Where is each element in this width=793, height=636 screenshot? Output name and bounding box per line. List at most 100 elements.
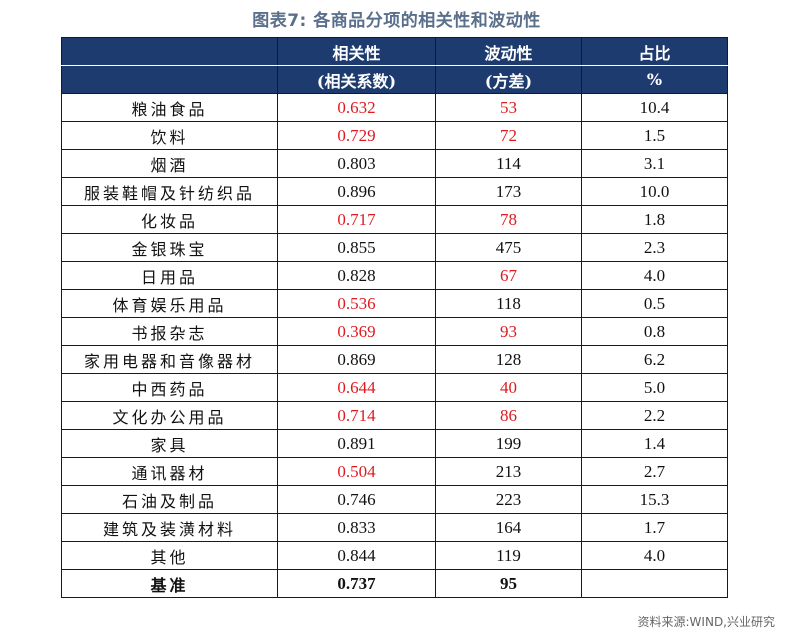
table-row: 粮油食品 0.632 53 10.4 (61, 93, 728, 122)
benchmark-label: 基准 (61, 569, 278, 598)
header-volatility-unit: (方差) (435, 65, 582, 94)
correlation-value: 0.644 (277, 373, 436, 402)
share-value: 0.5 (581, 289, 728, 318)
table-row: 家用电器和音像器材 0.869 128 6.2 (61, 345, 728, 374)
category-name: 中西药品 (61, 373, 278, 402)
share-value: 3.1 (581, 149, 728, 178)
category-name: 体育娱乐用品 (61, 289, 278, 318)
share-value: 0.8 (581, 317, 728, 346)
variance-value: 53 (435, 93, 582, 122)
correlation-value: 0.717 (277, 205, 436, 234)
variance-value: 78 (435, 205, 582, 234)
table-row: 日用品 0.828 67 4.0 (61, 261, 728, 290)
correlation-value: 0.891 (277, 429, 436, 458)
category-name: 书报杂志 (61, 317, 278, 346)
header-share: 占比 (581, 37, 728, 66)
table-row: 服装鞋帽及针纺织品 0.896 173 10.0 (61, 177, 728, 206)
source-note: 资料来源:WIND,兴业研究 (637, 615, 775, 629)
category-name: 金银珠宝 (61, 233, 278, 262)
variance-value: 72 (435, 121, 582, 150)
table-row: 书报杂志 0.369 93 0.8 (61, 317, 728, 346)
header-blank (61, 37, 278, 66)
category-name: 石油及制品 (61, 485, 278, 514)
share-value: 2.3 (581, 233, 728, 262)
category-name: 通讯器材 (61, 457, 278, 486)
variance-value: 475 (435, 233, 582, 262)
correlation-value: 0.746 (277, 485, 436, 514)
variance-value: 128 (435, 345, 582, 374)
correlation-value: 0.803 (277, 149, 436, 178)
header-row-1: 相关性 波动性 占比 (61, 37, 728, 66)
correlation-value: 0.714 (277, 401, 436, 430)
correlation-value: 0.632 (277, 93, 436, 122)
category-name: 服装鞋帽及针纺织品 (61, 177, 278, 206)
share-value: 4.0 (581, 261, 728, 290)
category-name: 粮油食品 (61, 93, 278, 122)
header-blank-2 (61, 65, 278, 94)
category-name: 其他 (61, 541, 278, 570)
share-value: 6.2 (581, 345, 728, 374)
table-row: 通讯器材 0.504 213 2.7 (61, 457, 728, 486)
share-value: 2.7 (581, 457, 728, 486)
header-volatility: 波动性 (435, 37, 582, 66)
correlation-value: 0.536 (277, 289, 436, 318)
correlation-value: 0.369 (277, 317, 436, 346)
share-value: 1.7 (581, 513, 728, 542)
correlation-value: 0.504 (277, 457, 436, 486)
benchmark-variance: 95 (435, 569, 582, 598)
table-row: 饮料 0.729 72 1.5 (61, 121, 728, 150)
variance-value: 199 (435, 429, 582, 458)
category-name: 建筑及装潢材料 (61, 513, 278, 542)
benchmark-share (581, 569, 728, 598)
category-name: 烟酒 (61, 149, 278, 178)
benchmark-correlation: 0.737 (277, 569, 436, 598)
table-row: 中西药品 0.644 40 5.0 (61, 373, 728, 402)
header-correlation: 相关性 (277, 37, 436, 66)
variance-value: 173 (435, 177, 582, 206)
variance-value: 118 (435, 289, 582, 318)
share-value: 5.0 (581, 373, 728, 402)
category-name: 化妆品 (61, 205, 278, 234)
variance-value: 114 (435, 149, 582, 178)
table-row: 体育娱乐用品 0.536 118 0.5 (61, 289, 728, 318)
share-value: 1.4 (581, 429, 728, 458)
variance-value: 164 (435, 513, 582, 542)
variance-value: 67 (435, 261, 582, 290)
table-row: 其他 0.844 119 4.0 (61, 541, 728, 570)
correlation-value: 0.833 (277, 513, 436, 542)
figure-title: 图表7: 各商品分项的相关性和波动性 (252, 11, 541, 31)
share-value: 1.5 (581, 121, 728, 150)
variance-value: 213 (435, 457, 582, 486)
header-correlation-unit: (相关系数) (277, 65, 436, 94)
table-row: 建筑及装潢材料 0.833 164 1.7 (61, 513, 728, 542)
correlation-value: 0.855 (277, 233, 436, 262)
header-share-unit: % (581, 65, 728, 94)
table-row: 家具 0.891 199 1.4 (61, 429, 728, 458)
correlation-value: 0.869 (277, 345, 436, 374)
share-value: 15.3 (581, 485, 728, 514)
category-name: 家具 (61, 429, 278, 458)
category-name: 家用电器和音像器材 (61, 345, 278, 374)
share-value: 2.2 (581, 401, 728, 430)
correlation-volatility-table: 相关性 波动性 占比 (相关系数) (方差) % 粮油食品 0.632 53 10.4… (61, 37, 728, 598)
category-name: 日用品 (61, 261, 278, 290)
correlation-value: 0.896 (277, 177, 436, 206)
share-value: 10.4 (581, 93, 728, 122)
variance-value: 40 (435, 373, 582, 402)
share-value: 10.0 (581, 177, 728, 206)
category-name: 饮料 (61, 121, 278, 150)
variance-value: 119 (435, 541, 582, 570)
share-value: 4.0 (581, 541, 728, 570)
correlation-value: 0.729 (277, 121, 436, 150)
share-value: 1.8 (581, 205, 728, 234)
table-row: 石油及制品 0.746 223 15.3 (61, 485, 728, 514)
table-row: 化妆品 0.717 78 1.8 (61, 205, 728, 234)
correlation-value: 0.844 (277, 541, 436, 570)
variance-value: 86 (435, 401, 582, 430)
variance-value: 93 (435, 317, 582, 346)
category-name: 文化办公用品 (61, 401, 278, 430)
correlation-value: 0.828 (277, 261, 436, 290)
table-row: 文化办公用品 0.714 86 2.2 (61, 401, 728, 430)
benchmark-row: 基准 0.737 95 (61, 569, 728, 598)
table-row: 烟酒 0.803 114 3.1 (61, 149, 728, 178)
